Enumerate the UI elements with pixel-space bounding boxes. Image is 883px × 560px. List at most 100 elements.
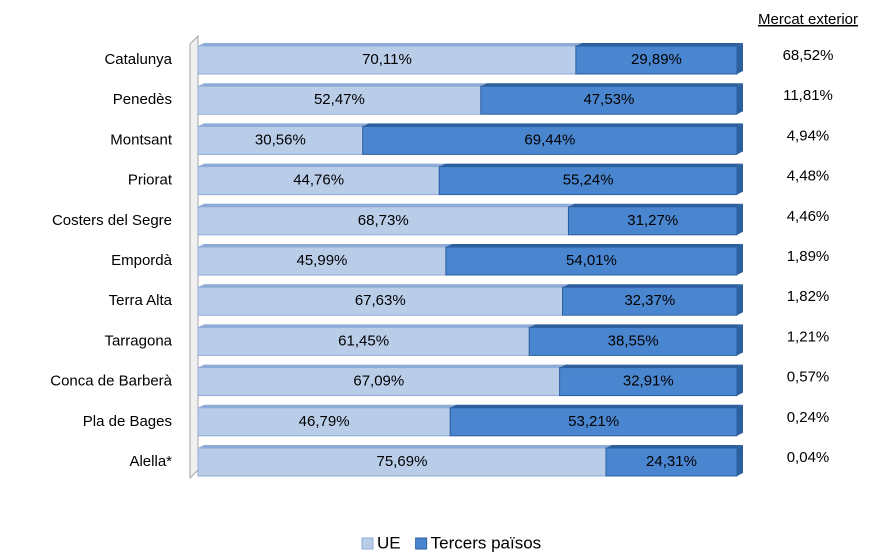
bar-side bbox=[737, 244, 743, 275]
data-label: 69,44% bbox=[524, 131, 575, 148]
data-label: 32,91% bbox=[623, 373, 674, 390]
y-tick-label: Conca de Barberà bbox=[50, 373, 172, 390]
y-tick-label: Priorat bbox=[128, 172, 173, 189]
bar-top bbox=[198, 83, 487, 87]
bar-top bbox=[445, 244, 743, 247]
side-column-value: 1,21% bbox=[787, 328, 830, 345]
bar-side bbox=[737, 203, 743, 235]
bar bbox=[562, 286, 738, 316]
bar bbox=[197, 286, 564, 316]
y-tick-label: Empordà bbox=[111, 252, 173, 269]
bar-top bbox=[362, 123, 743, 127]
bar-top bbox=[198, 43, 582, 46]
bar bbox=[197, 326, 530, 356]
data-label: 30,56% bbox=[255, 131, 306, 148]
bar-top bbox=[198, 203, 575, 207]
data-label: 47,53% bbox=[583, 91, 634, 108]
bar-side bbox=[737, 324, 743, 356]
bar bbox=[559, 367, 738, 397]
data-label: 70,11% bbox=[362, 51, 412, 68]
side-column-value: 1,89% bbox=[787, 248, 830, 265]
bar bbox=[445, 246, 738, 276]
bar-top bbox=[198, 163, 446, 167]
bar bbox=[528, 326, 738, 356]
bar-side bbox=[737, 43, 743, 74]
bar-side bbox=[737, 83, 743, 115]
data-label: 24,31% bbox=[646, 453, 697, 470]
bar-side bbox=[737, 284, 743, 316]
bar-top bbox=[198, 123, 369, 127]
bar-top bbox=[198, 404, 457, 408]
y-tick-label: Catalunya bbox=[104, 51, 172, 68]
bar-top bbox=[198, 284, 569, 288]
data-label: 52,47% bbox=[314, 91, 365, 108]
data-label: 68,73% bbox=[358, 212, 409, 229]
bar bbox=[605, 447, 738, 477]
data-label: 44,76% bbox=[293, 172, 344, 189]
y-tick-label: Penedès bbox=[113, 91, 172, 108]
y-tick-label: Terra Alta bbox=[109, 292, 173, 309]
side-column-value: 0,57% bbox=[787, 369, 830, 386]
data-label: 54,01% bbox=[566, 252, 617, 269]
side-column-value: 4,94% bbox=[787, 127, 830, 144]
bar-side bbox=[737, 163, 743, 195]
bar bbox=[567, 206, 738, 236]
data-label: 38,55% bbox=[608, 332, 659, 349]
bar-top bbox=[198, 324, 536, 328]
bar-side bbox=[737, 445, 743, 476]
legend-swatch bbox=[415, 537, 428, 550]
bar-top bbox=[568, 203, 743, 207]
side-column-value: 4,48% bbox=[787, 168, 830, 185]
bar-top bbox=[439, 163, 743, 167]
side-column-value: 11,81% bbox=[783, 87, 833, 104]
bar-top bbox=[198, 244, 452, 247]
bar bbox=[197, 206, 569, 236]
side-column-title: Mercat exterior bbox=[758, 11, 858, 28]
y-tick-label: Pla de Bages bbox=[83, 413, 172, 430]
data-label: 61,45% bbox=[338, 332, 389, 349]
bar-top bbox=[198, 364, 566, 368]
data-label: 53,21% bbox=[568, 413, 619, 430]
data-label: 32,37% bbox=[624, 292, 675, 309]
bar-top bbox=[198, 445, 612, 448]
bar bbox=[197, 447, 607, 477]
y-tick-label: Costers del Segre bbox=[52, 212, 172, 229]
bar-top bbox=[575, 43, 743, 46]
y-tick-label: Tarragona bbox=[104, 332, 172, 349]
bar-top bbox=[450, 404, 743, 408]
bar-top bbox=[605, 445, 743, 448]
legend-swatch bbox=[361, 537, 374, 550]
legend-label: UE bbox=[377, 533, 401, 552]
bar-side bbox=[737, 404, 743, 436]
bar bbox=[197, 407, 451, 437]
bar-top bbox=[559, 364, 743, 368]
side-column-value: 4,46% bbox=[787, 208, 830, 225]
data-label: 55,24% bbox=[563, 172, 614, 189]
bar bbox=[197, 85, 482, 115]
bar bbox=[197, 166, 440, 196]
side-column-value: 68,52% bbox=[783, 47, 834, 64]
y-tick-label: Montsant bbox=[110, 131, 173, 148]
side-column-value: 0,24% bbox=[787, 409, 830, 426]
bar-top bbox=[529, 324, 743, 328]
bar bbox=[362, 125, 738, 155]
legend-label: Tercers països bbox=[431, 533, 542, 552]
data-label: 46,79% bbox=[299, 413, 350, 430]
bar bbox=[197, 125, 364, 155]
bar bbox=[197, 246, 447, 276]
axis-wall bbox=[189, 34, 199, 480]
data-label: 45,99% bbox=[297, 252, 348, 269]
side-column-value: 1,82% bbox=[787, 288, 830, 305]
data-label: 67,09% bbox=[353, 373, 404, 390]
data-label: 67,63% bbox=[355, 292, 406, 309]
data-label: 29,89% bbox=[631, 51, 682, 68]
side-column-value: 0,04% bbox=[787, 449, 830, 466]
data-label: 31,27% bbox=[627, 212, 678, 229]
bar bbox=[438, 166, 738, 196]
data-label: 75,69% bbox=[377, 453, 428, 470]
bar-side bbox=[737, 123, 743, 155]
bar bbox=[197, 367, 561, 397]
bar-side bbox=[737, 364, 743, 396]
bar-top bbox=[480, 83, 743, 87]
